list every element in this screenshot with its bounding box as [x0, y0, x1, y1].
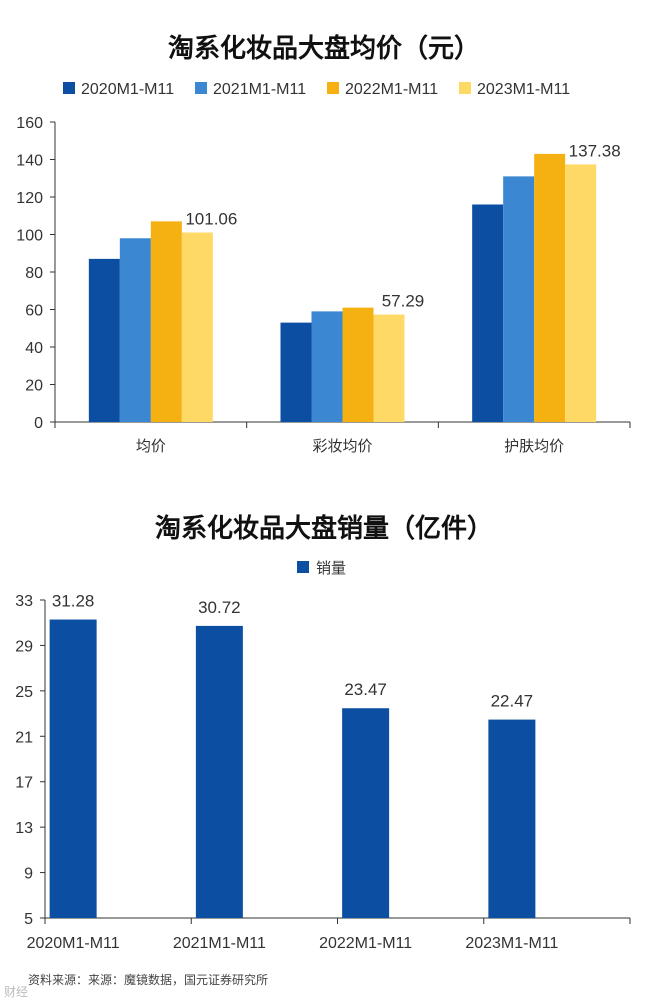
- chart2-axes: 5 9 13 17 21 25 29 33 2020M1-M11 2021M1-M11 2022M1…: [15, 593, 631, 952]
- chart1-y-tick-label: 160: [16, 115, 43, 132]
- watermark: 财经: [4, 985, 28, 999]
- chart2-legend-label: 销量: [316, 559, 346, 577]
- chart2-y-tick-label: 13: [15, 820, 33, 837]
- chart1-data-label: 137.38: [569, 141, 621, 160]
- chart1-bar: [280, 322, 312, 422]
- chart1-labels: 101.06 57.29 137.38: [185, 141, 620, 310]
- chart1-y-tick-label: 140: [16, 153, 43, 170]
- chart2-y-tick-label: 9: [24, 866, 33, 883]
- sales-volume-chart: 淘系化妆品大盘销量（亿件） 销量 5 9 13 17 21 25 29 33 2020M1-M1…: [15, 513, 631, 952]
- chart2-bar: [488, 719, 536, 918]
- chart2-data-label: 22.47: [491, 692, 534, 711]
- chart2-y-tick-label: 17: [15, 775, 33, 792]
- chart1-axes: 0 20 40 60 80 100 120 140 160 均价 彩妆均价 护肤均价: [16, 115, 631, 455]
- chart1-legend-label: 2022M1-M11: [345, 81, 438, 98]
- avg-price-chart: 淘系化妆品大盘均价（元） 2020M1-M11 2021M1-M11 2022M1-…: [16, 33, 631, 455]
- chart2-bars: [49, 619, 536, 918]
- chart1-legend-swatch: [459, 82, 471, 94]
- chart1-legend-label: 2023M1-M11: [477, 81, 570, 98]
- chart1-y-tick-label: 80: [25, 265, 43, 282]
- chart2-category-label: 2020M1-M11: [27, 935, 120, 952]
- chart2-data-label: 31.28: [52, 592, 95, 611]
- chart1-bars: [88, 153, 597, 422]
- chart1-legend-label: 2020M1-M11: [81, 81, 174, 98]
- chart2-y-tick-label: 29: [15, 638, 33, 655]
- chart2-title: 淘系化妆品大盘销量（亿件）: [155, 513, 493, 544]
- chart2-labels: 31.28 30.72 23.47 22.47: [52, 592, 533, 711]
- chart2-y-tick-label: 25: [15, 684, 33, 701]
- chart1-category-label: 护肤均价: [504, 437, 564, 455]
- chart1-y-tick-label: 100: [16, 228, 43, 245]
- chart1-legend-swatch: [63, 82, 75, 94]
- chart1-data-label: 57.29: [382, 292, 425, 311]
- chart2-y-tick-label: 21: [15, 729, 33, 746]
- chart1-bar: [88, 258, 120, 422]
- chart2-data-label: 30.72: [198, 598, 241, 617]
- chart1-bar: [311, 311, 343, 422]
- chart1-bar: [342, 307, 374, 422]
- chart1-y-tick-label: 0: [34, 415, 43, 432]
- chart1-y-tick-label: 60: [25, 303, 43, 320]
- chart1-y-tick-label: 120: [16, 190, 43, 207]
- chart1-bar: [119, 238, 151, 422]
- chart1-bar: [150, 221, 182, 422]
- chart1-y-tick-label: 20: [25, 378, 43, 395]
- chart1-legend-swatch: [327, 82, 339, 94]
- chart1-category-label: 均价: [136, 437, 166, 455]
- chart2-category-label: 2021M1-M11: [173, 935, 266, 952]
- chart1-data-label: 101.06: [185, 210, 237, 229]
- chart2-bar: [49, 619, 97, 918]
- chart1-legend-swatch: [195, 82, 207, 94]
- chart1-bar: [181, 232, 213, 422]
- chart1-bar: [534, 153, 566, 422]
- chart1-legend: 2020M1-M11 2021M1-M11 2022M1-M11 2023M1-M11: [63, 81, 570, 98]
- chart1-bar: [503, 176, 535, 422]
- chart1-title: 淘系化妆品大盘均价（元）: [168, 33, 480, 64]
- source-note: 资料来源：来源：魔镜数据，国元证券研究所: [28, 972, 268, 987]
- chart2-bar: [342, 708, 390, 918]
- chart1-legend-label: 2021M1-M11: [213, 81, 306, 98]
- chart2-y-tick-label: 5: [24, 911, 33, 928]
- chart2-y-tick-label: 33: [15, 593, 33, 610]
- chart2-data-label: 23.47: [344, 680, 387, 699]
- chart2-category-label: 2023M1-M11: [465, 935, 558, 952]
- chart1-y-tick-label: 40: [25, 340, 43, 357]
- chart2-bar: [195, 625, 243, 918]
- chart1-bar: [472, 204, 504, 422]
- chart1-category-label: 彩妆均价: [312, 437, 372, 455]
- chart2-legend-swatch: [297, 561, 309, 573]
- chart2-category-label: 2022M1-M11: [319, 935, 412, 952]
- chart1-bar: [565, 164, 597, 422]
- chart2-legend: 销量: [297, 559, 346, 577]
- chart1-bar: [373, 314, 405, 422]
